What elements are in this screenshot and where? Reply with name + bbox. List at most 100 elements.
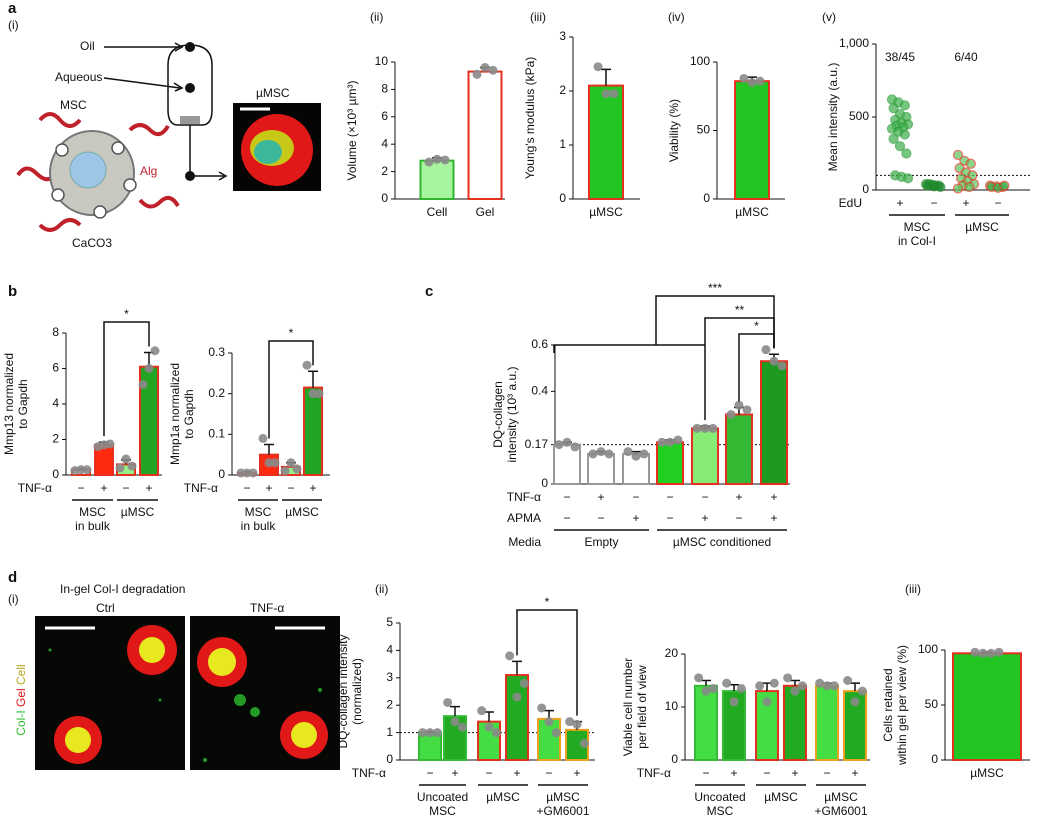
y-tick-label: 2 <box>386 697 393 711</box>
data-point <box>952 183 964 194</box>
data-point <box>843 676 853 685</box>
panel-label: c <box>425 283 433 300</box>
row-value: − <box>632 490 639 504</box>
bar <box>691 427 719 485</box>
micrographs: (i) In-gel Col-I degradation Ctrl TNF-α … <box>8 582 340 770</box>
data-point <box>280 466 290 476</box>
y-tick-label: 8 <box>381 82 388 96</box>
error-bar <box>701 679 711 686</box>
bar <box>815 684 839 761</box>
micrographs <box>65 727 91 753</box>
micrographs <box>48 648 52 652</box>
data-point <box>302 360 312 370</box>
data-point <box>491 728 501 738</box>
data-point <box>665 437 675 447</box>
y-tick-label: 1 <box>386 725 393 739</box>
group-label: MSC <box>707 804 734 818</box>
error-bar <box>850 682 860 692</box>
y-tick-label: 0.2 <box>208 386 225 400</box>
bar <box>725 413 753 485</box>
row-value: − <box>243 481 250 495</box>
data-point <box>777 361 787 371</box>
significance-label: ** <box>735 303 745 317</box>
schematic <box>185 42 195 181</box>
schematic: Oil <box>80 39 95 53</box>
micrographs <box>318 688 322 692</box>
row-value: + <box>513 766 520 780</box>
schematic <box>218 171 228 181</box>
y-tick-label: 1 <box>559 137 566 151</box>
y-tick-label: 6 <box>381 109 388 123</box>
data-point <box>457 722 467 732</box>
micrographs: Col-I Gel Cell <box>14 664 28 735</box>
row-value: − <box>563 511 570 525</box>
y-axis-label: Mmp1a normalized <box>168 363 182 465</box>
panel-label: a <box>8 0 17 17</box>
schematic <box>38 218 82 232</box>
data-point <box>286 458 296 468</box>
schematic <box>180 116 200 124</box>
row-value: − <box>666 511 673 525</box>
data-point <box>150 346 160 356</box>
schematic <box>167 44 213 126</box>
data-point <box>729 697 739 707</box>
micrographs <box>139 637 165 663</box>
data-point <box>888 103 899 114</box>
y-tick-label: 0.6 <box>531 337 548 351</box>
group-label: +GM6001 <box>814 804 867 818</box>
micrographs <box>250 707 260 717</box>
y-tick-label: 0 <box>671 752 678 766</box>
schematic <box>38 112 82 128</box>
data-point <box>472 69 482 79</box>
y-tick-label: 4 <box>381 136 388 150</box>
data-point <box>965 158 976 169</box>
significance-label: * <box>124 307 129 321</box>
data-point <box>121 454 131 464</box>
group-label: MSC <box>79 505 106 519</box>
row-label: Media <box>508 535 541 549</box>
chart-title: (iii) <box>530 10 546 24</box>
row-value: + <box>770 511 777 525</box>
group-label: µMSC <box>824 790 858 804</box>
error-bar <box>484 711 494 722</box>
y-axis-label: Mean intensity (a.u.) <box>826 63 840 172</box>
data-point <box>901 148 912 159</box>
data-point <box>783 673 793 683</box>
data-point <box>970 647 980 657</box>
group-label: µMSC <box>486 790 520 804</box>
data-point <box>424 157 434 167</box>
y-tick-label: 0 <box>381 191 388 205</box>
data-point <box>551 728 561 738</box>
data-point <box>593 62 603 72</box>
data-point <box>964 181 975 193</box>
data-point <box>477 706 487 716</box>
bar <box>694 684 718 761</box>
data-point <box>700 423 710 433</box>
chart-title: (iii) <box>905 582 921 596</box>
row-value: − <box>426 766 433 780</box>
schematic: CaCO3 <box>72 236 112 250</box>
annotation: 38/45 <box>885 50 915 64</box>
data-point <box>554 440 564 450</box>
y-tick-label: 0 <box>559 191 566 205</box>
bar <box>783 684 807 761</box>
data-point <box>857 686 867 696</box>
row-label: APMA <box>507 511 541 525</box>
micrographs <box>158 698 162 702</box>
data-point <box>747 78 757 88</box>
schematic <box>111 141 125 155</box>
row-value: − <box>545 766 552 780</box>
x-tick-label: Gel <box>476 205 495 219</box>
data-point <box>899 100 910 111</box>
y-tick-label: 0 <box>218 467 225 481</box>
data-point <box>673 435 683 445</box>
schematic <box>254 140 282 164</box>
schematic <box>173 82 184 92</box>
group-label: Uncoated <box>694 790 745 804</box>
data-point <box>902 173 914 184</box>
x-tick-label: µMSC <box>735 205 769 219</box>
chart-title: (v) <box>822 10 836 24</box>
row-value: − <box>702 766 709 780</box>
bar <box>505 674 529 761</box>
